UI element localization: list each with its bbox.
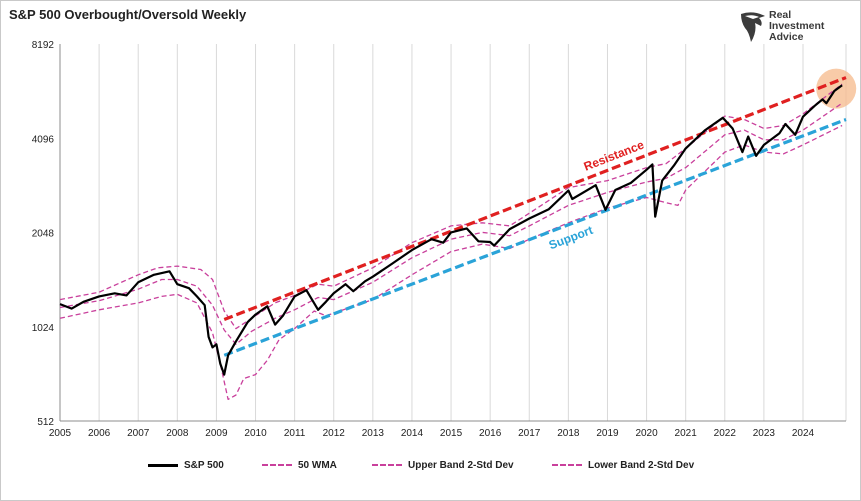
legend-label-0: S&P 500 xyxy=(184,459,224,471)
y-tick-label-2048: 2048 xyxy=(32,229,55,240)
logo-line-2: Investment xyxy=(769,20,825,32)
y-tick-label-512: 512 xyxy=(37,417,54,428)
x-tick-label-2024: 2024 xyxy=(792,428,815,439)
x-tick-label-2005: 2005 xyxy=(49,428,72,439)
x-tick-label-2023: 2023 xyxy=(753,428,776,439)
trendline-label-support: Support xyxy=(547,223,595,252)
legend-swatch-1 xyxy=(262,464,292,466)
legend-item-3: Lower Band 2-Std Dev xyxy=(552,457,694,473)
series-line-2 xyxy=(59,83,843,330)
chart-legend: S&P 500 50 WMA Upper Band 2-Std Dev Lower B… xyxy=(0,457,861,473)
x-tick-label-2013: 2013 xyxy=(362,428,385,439)
x-tick-label-2015: 2015 xyxy=(440,428,463,439)
chart-title: S&P 500 Overbought/Oversold Weekly xyxy=(9,7,247,22)
band-layer xyxy=(59,83,843,401)
x-tick-label-2016: 2016 xyxy=(479,428,502,439)
x-tick-label-2020: 2020 xyxy=(635,428,658,439)
x-tick-label-2021: 2021 xyxy=(675,428,698,439)
grid-layer xyxy=(98,44,847,421)
legend-swatch-0 xyxy=(148,463,178,467)
series-line-0 xyxy=(59,84,843,376)
legend-swatch-2 xyxy=(372,464,402,466)
legend-label-1: 50 WMA xyxy=(298,459,337,471)
logo-line-1: Real xyxy=(769,9,792,21)
trend-layer xyxy=(223,76,847,357)
x-tick-label-2017: 2017 xyxy=(518,428,541,439)
x-tick-label-2018: 2018 xyxy=(557,428,580,439)
axis-layer: 2005 2006 2007 2008 2009 2010 2011 2012 2013 2014… xyxy=(32,40,846,439)
logo-line-3: Advice xyxy=(769,31,804,43)
legend-item-2: Upper Band 2-Std Dev xyxy=(372,457,514,473)
legend-item-1: 50 WMA xyxy=(262,457,337,473)
x-tick-label-2010: 2010 xyxy=(244,428,267,439)
legend-swatch-3 xyxy=(552,464,582,466)
x-tick-label-2011: 2011 xyxy=(284,428,306,439)
series-line-3 xyxy=(59,124,843,401)
x-tick-label-2014: 2014 xyxy=(401,428,424,439)
x-tick-label-2007: 2007 xyxy=(127,428,150,439)
trendline-resistance xyxy=(223,76,847,322)
x-tick-label-2019: 2019 xyxy=(596,428,619,439)
legend-item-0: S&P 500 xyxy=(148,457,224,473)
x-tick-label-2012: 2012 xyxy=(323,428,346,439)
series-line-1 xyxy=(59,102,843,345)
y-tick-label-4096: 4096 xyxy=(32,134,55,145)
trendline-support xyxy=(223,118,847,357)
real-investment-advice-logo: Real Investment Advice xyxy=(739,10,849,46)
legend-label-2: Upper Band 2-Std Dev xyxy=(408,459,514,471)
eagle-logo-icon xyxy=(741,12,765,42)
legend-label-3: Lower Band 2-Std Dev xyxy=(588,459,695,471)
y-tick-label-1024: 1024 xyxy=(32,323,55,334)
y-tick-label-8192: 8192 xyxy=(32,40,55,51)
x-tick-label-2009: 2009 xyxy=(205,428,228,439)
x-tick-label-2022: 2022 xyxy=(714,428,737,439)
price-layer xyxy=(59,84,843,376)
x-tick-label-2008: 2008 xyxy=(166,428,189,439)
x-tick-label-2006: 2006 xyxy=(88,428,111,439)
